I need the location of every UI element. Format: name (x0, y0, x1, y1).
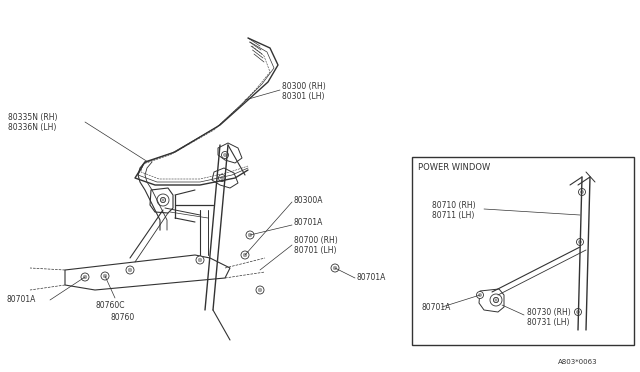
Text: 80700 (RH): 80700 (RH) (294, 235, 338, 244)
Bar (412, 157, 634, 345)
Text: 80301 (LH): 80301 (LH) (282, 92, 324, 100)
Circle shape (477, 292, 483, 298)
Circle shape (495, 299, 497, 301)
Circle shape (161, 198, 166, 202)
Circle shape (162, 199, 164, 201)
Text: POWER WINDOW: POWER WINDOW (418, 163, 490, 171)
Circle shape (218, 174, 225, 182)
Circle shape (223, 153, 227, 157)
Circle shape (160, 197, 166, 203)
Circle shape (81, 273, 89, 281)
Circle shape (248, 233, 252, 237)
Text: 80760C: 80760C (95, 301, 125, 310)
Circle shape (243, 253, 247, 257)
Circle shape (479, 294, 481, 296)
Circle shape (580, 190, 584, 193)
Text: 80336N (LH): 80336N (LH) (8, 122, 56, 131)
Circle shape (258, 288, 262, 292)
Circle shape (196, 256, 204, 264)
Circle shape (577, 310, 580, 314)
Circle shape (241, 251, 249, 259)
Circle shape (128, 268, 132, 272)
Text: 80300A: 80300A (294, 196, 323, 205)
Circle shape (575, 308, 582, 315)
Text: 80701A: 80701A (422, 302, 451, 311)
Text: 80701A: 80701A (357, 273, 387, 282)
Text: 80701A: 80701A (294, 218, 323, 227)
Text: 80731 (LH): 80731 (LH) (527, 317, 570, 327)
Circle shape (101, 272, 109, 280)
Circle shape (493, 297, 499, 303)
Text: 80711 (LH): 80711 (LH) (432, 211, 474, 219)
Circle shape (221, 151, 228, 158)
Circle shape (493, 298, 499, 302)
Text: 80730 (RH): 80730 (RH) (527, 308, 571, 317)
Circle shape (126, 266, 134, 274)
Text: 80760: 80760 (110, 314, 134, 323)
Circle shape (103, 274, 107, 278)
Circle shape (157, 194, 169, 206)
Circle shape (83, 275, 87, 279)
Circle shape (333, 266, 337, 270)
Text: 80710 (RH): 80710 (RH) (432, 201, 476, 209)
Circle shape (220, 176, 223, 180)
Circle shape (256, 286, 264, 294)
Text: 80335N (RH): 80335N (RH) (8, 112, 58, 122)
Circle shape (331, 264, 339, 272)
Circle shape (490, 294, 502, 306)
Text: 80701 (LH): 80701 (LH) (294, 246, 337, 254)
Text: 80701A: 80701A (6, 295, 35, 305)
Circle shape (198, 258, 202, 262)
Circle shape (246, 231, 254, 239)
Circle shape (577, 238, 584, 246)
Text: A803*0063: A803*0063 (558, 359, 598, 365)
Text: 80300 (RH): 80300 (RH) (282, 81, 326, 90)
Circle shape (579, 240, 582, 244)
Circle shape (579, 189, 586, 196)
